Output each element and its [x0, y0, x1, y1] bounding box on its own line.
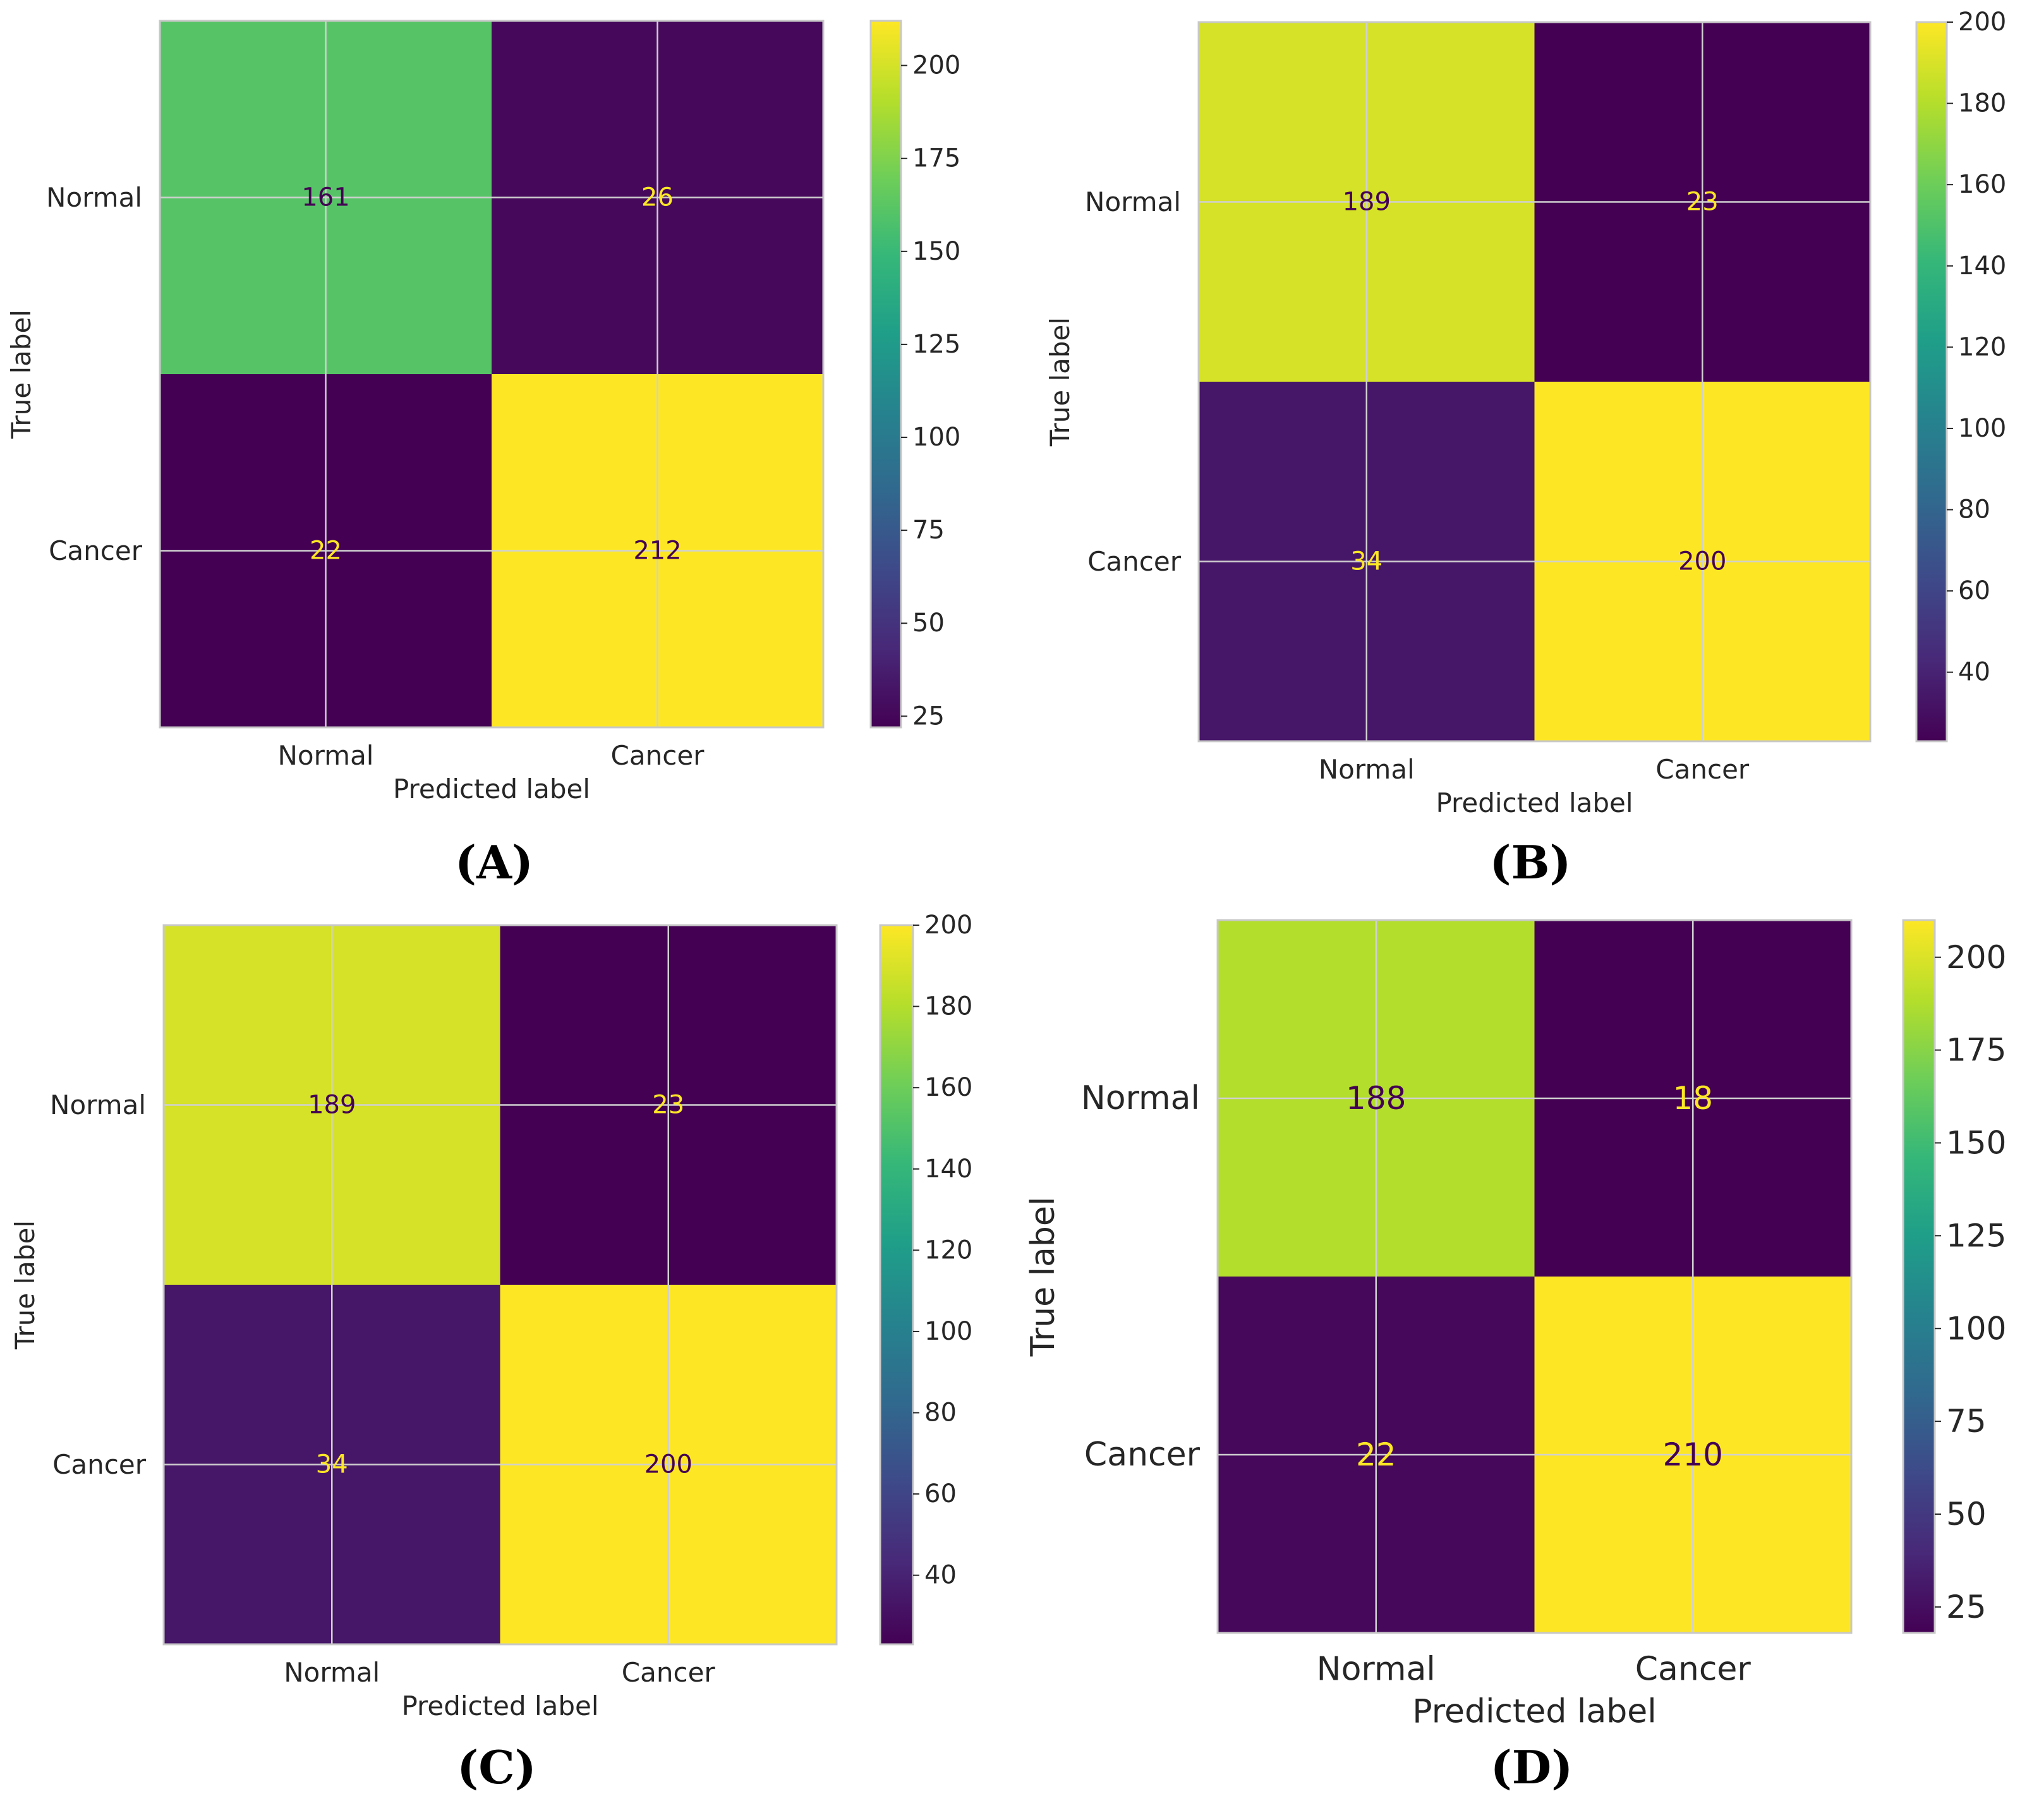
x-tick-label: Normal: [284, 1657, 380, 1688]
panel-label: (A): [455, 835, 533, 889]
colorbar-tick-label: 40: [1958, 658, 1990, 687]
y-tick-label: Normal: [50, 1089, 146, 1120]
plot-frame: [1197, 21, 1872, 743]
cell-value-label: 26: [641, 183, 674, 212]
y-tick-label: Cancer: [49, 535, 143, 566]
colorbar-tick-label: 160: [1958, 170, 2006, 199]
y-tick-label: Normal: [46, 182, 142, 213]
cell-value-label: 188: [1346, 1080, 1406, 1117]
x-tick-label: Cancer: [1635, 1650, 1752, 1688]
colorbar-tick-label: 140: [1958, 252, 2006, 281]
y-tick-label: Cancer: [1084, 1436, 1201, 1474]
cell-value-label: 200: [1678, 547, 1726, 576]
confusion-matrix-panel: 189 23 34 200 Normal Cancer Normal Cancer Predic…: [1044, 8, 2007, 889]
colorbar-tick-label: 150: [912, 237, 960, 266]
colorbar-tick-label: 50: [912, 609, 945, 638]
colorbar-tick-label: 200: [1958, 8, 2006, 37]
colorbar-tick-label: 175: [1946, 1032, 2006, 1069]
plot-frame: [162, 924, 838, 1646]
confusion-matrix-panel: 161 26 22 212 Normal Cancer Normal Cancer Predic…: [6, 20, 960, 889]
colorbar-tick-label: 125: [1946, 1217, 2006, 1254]
y-tick-label: Cancer: [1087, 546, 1182, 577]
cell-value-label: 23: [1686, 188, 1719, 217]
colorbar-tick-label: 180: [924, 992, 972, 1021]
x-tick-label: Cancer: [1655, 754, 1750, 785]
x-tick-label: Cancer: [611, 740, 705, 771]
cell-value-label: 210: [1663, 1436, 1723, 1473]
cell-value-label: 161: [301, 183, 349, 212]
colorbar-tick-label: 140: [924, 1155, 972, 1184]
cell-value-label: 34: [1350, 547, 1383, 576]
colorbar-tick-label: 75: [912, 516, 945, 545]
cell-value-label: 189: [308, 1091, 356, 1120]
colorbar-tick-label: 200: [1946, 939, 2006, 976]
colorbar: [1902, 919, 1936, 1634]
colorbar-tick-label: 100: [1946, 1310, 2006, 1347]
colorbar-tick-label: 80: [1958, 495, 1990, 525]
panel-label: (D): [1491, 1740, 1573, 1794]
colorbar: [869, 20, 902, 729]
cell-value-label: 22: [1356, 1436, 1396, 1473]
cell-value-label: 200: [644, 1450, 693, 1479]
y-tick-label: Normal: [1081, 1079, 1200, 1117]
x-tick-label: Normal: [278, 740, 374, 771]
colorbar-tick-label: 150: [1946, 1125, 2006, 1162]
y-axis-label: True label: [1044, 317, 1075, 447]
colorbar-tick-label: 60: [924, 1479, 957, 1508]
colorbar-tick-label: 60: [1958, 576, 1990, 605]
x-axis-label: Predicted label: [1412, 1693, 1656, 1731]
y-tick-label: Cancer: [52, 1449, 147, 1480]
colorbar-tick-label: 25: [1946, 1589, 1987, 1625]
colorbar-tick-label: 100: [924, 1317, 972, 1346]
plot-frame: [159, 20, 825, 729]
colorbar: [879, 924, 914, 1646]
cell-value-label: 18: [1673, 1080, 1713, 1117]
panel-label: (B): [1490, 835, 1571, 889]
confusion-matrix-panel: 189 23 34 200 Normal Cancer Normal Cancer Predic…: [9, 911, 973, 1794]
plot-frame: [1216, 919, 1853, 1634]
panel-label: (C): [457, 1740, 536, 1794]
cell-value-label: 34: [316, 1450, 348, 1479]
colorbar-tick-label: 200: [924, 911, 972, 940]
colorbar-tick-label: 25: [912, 701, 945, 731]
colorbar-tick-label: 160: [924, 1073, 972, 1102]
colorbar-tick-label: 175: [912, 144, 960, 173]
colorbar-tick-label: 125: [912, 330, 960, 359]
x-tick-label: Cancer: [622, 1657, 716, 1688]
y-axis-label: True label: [1024, 1197, 1062, 1357]
colorbar-tick-label: 50: [1946, 1496, 1987, 1532]
colorbar-tick-label: 120: [924, 1235, 972, 1265]
cell-value-label: 189: [1343, 188, 1391, 217]
colorbar-tick-label: 100: [912, 423, 960, 452]
y-axis-label: True label: [9, 1220, 40, 1350]
colorbar-tick-label: 40: [924, 1561, 957, 1590]
colorbar-tick-label: 120: [1958, 332, 2006, 361]
confusion-matrix-panel: 188 18 22 210 Normal Cancer Normal Cancer Predic…: [1024, 919, 2006, 1794]
x-tick-label: Normal: [1317, 1650, 1436, 1688]
cell-value-label: 22: [310, 537, 342, 566]
colorbar-tick-label: 200: [912, 51, 960, 80]
cell-value-label: 23: [652, 1091, 684, 1120]
colorbar-tick-label: 75: [1946, 1403, 1987, 1440]
y-tick-label: Normal: [1085, 186, 1181, 217]
colorbar-tick-label: 180: [1958, 89, 2006, 118]
x-axis-label: Predicted label: [401, 1690, 598, 1721]
colorbar-tick-label: 80: [924, 1398, 957, 1428]
cell-value-label: 212: [633, 537, 681, 566]
x-axis-label: Predicted label: [393, 774, 590, 804]
colorbar: [1915, 21, 1948, 743]
x-axis-label: Predicted label: [1436, 787, 1633, 818]
colorbar-tick-label: 100: [1958, 414, 2006, 443]
y-axis-label: True label: [6, 310, 37, 439]
x-tick-label: Normal: [1319, 754, 1415, 785]
